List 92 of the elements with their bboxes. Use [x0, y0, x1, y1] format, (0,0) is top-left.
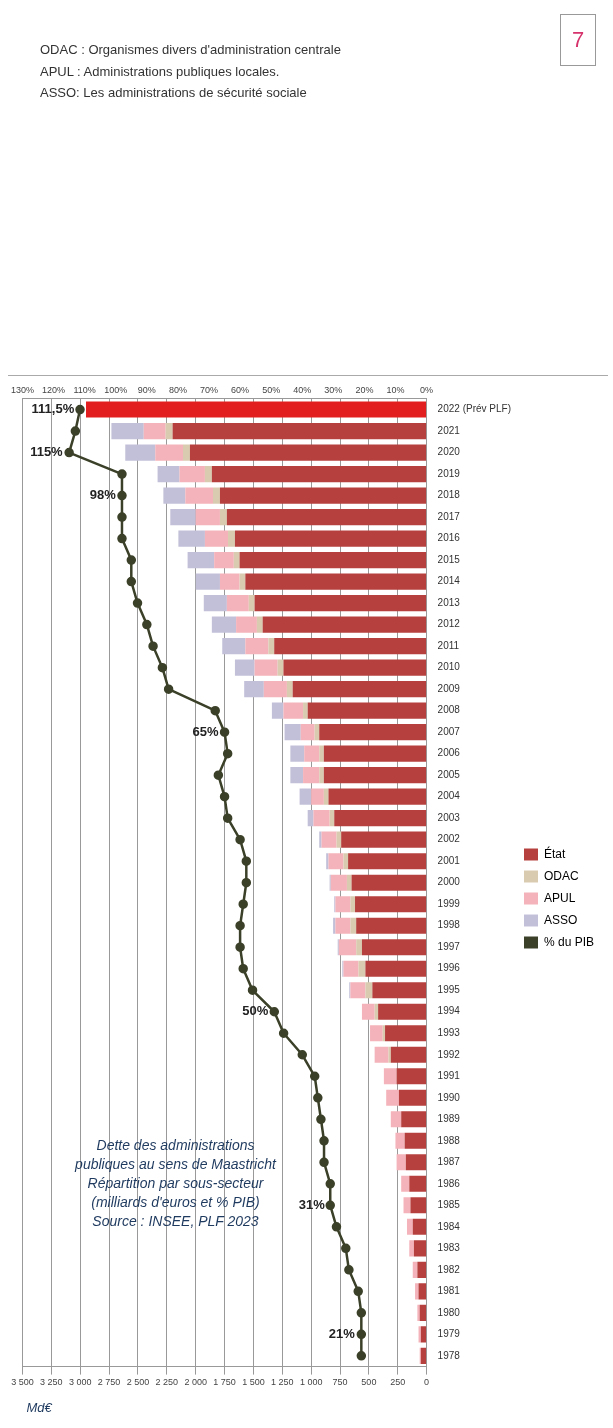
legend-label: APUL [543, 890, 576, 905]
y-tick-label: 2012 [437, 618, 461, 630]
x2-tick-label: 110% [73, 384, 96, 395]
x2-tick-label: 10% [386, 384, 405, 395]
x2-tick-label: 50% [262, 384, 281, 395]
x-tick-label: 1 500 [242, 1377, 265, 1388]
x2-tick-label: 90% [137, 384, 156, 395]
x-tick-label: 750 [332, 1377, 348, 1388]
y-tick-label: 1989 [437, 1113, 461, 1125]
y-tick-label: 2010 [437, 661, 461, 673]
annotation: 50% [242, 1003, 269, 1019]
text: APUL : Administrations publiques locales. [40, 62, 281, 81]
text: ASSO: Les administrations de sécurité sociale [40, 84, 308, 102]
y-tick-label: 1980 [437, 1306, 461, 1318]
y-tick-label: 2011 [437, 639, 460, 651]
y-tick-label: 2006 [437, 747, 461, 759]
x2-tick-label: 30% [324, 384, 343, 395]
annotation: 31% [298, 1196, 326, 1212]
x-axis-title: Md€ [26, 1400, 53, 1416]
y-tick-label: 2017 [437, 510, 461, 522]
y-tick-label: 1986 [437, 1177, 461, 1189]
y-tick-label: 2015 [437, 553, 461, 565]
y-tick-label: 1983 [437, 1242, 461, 1254]
y-tick-label: 1981 [437, 1285, 461, 1297]
x-tick-label: 3 500 [11, 1377, 34, 1388]
legend-label: ASSO [543, 912, 578, 927]
x-tick-label: 2 500 [126, 1377, 150, 1388]
annotation: 115% [30, 444, 64, 460]
x-tick-label: 500 [361, 1377, 377, 1388]
x2-tick-label: 100% [104, 384, 128, 395]
y-tick-label: 2022 (Prév PLF) [437, 403, 511, 415]
legend-label: ODAC [543, 868, 579, 883]
annotation: 21% [328, 1325, 356, 1341]
x-tick-label: 2 250 [155, 1377, 179, 1388]
y-tick-label: 2014 [437, 575, 461, 587]
x2-tick-label: 80% [168, 384, 187, 395]
x2-tick-label: 40% [293, 384, 312, 395]
y-tick-label: 1991 [437, 1070, 461, 1082]
x-tick-label: 1 000 [299, 1377, 323, 1388]
y-tick-label: 2008 [437, 704, 461, 716]
y-tick-label: 1987 [437, 1156, 461, 1168]
y-tick-label: 1996 [437, 962, 461, 974]
x-tick-label: 0 [424, 1377, 430, 1388]
y-tick-label: 1999 [437, 897, 461, 909]
x2-tick-label: 70% [200, 384, 219, 395]
y-tick-label: 2019 [437, 467, 461, 479]
legend-label: % du PIB [543, 934, 594, 949]
y-tick-label: 2009 [437, 682, 461, 694]
y-tick-label: 2013 [437, 596, 461, 608]
y-tick-label: 1992 [437, 1048, 461, 1060]
annotation: 98% [89, 487, 117, 503]
legend-label: État [543, 845, 566, 861]
y-tick-label: 1994 [437, 1005, 461, 1017]
x2-tick-label: 60% [231, 384, 250, 395]
x-tick-label: 1 250 [271, 1377, 294, 1388]
y-tick-label: 2018 [437, 489, 461, 501]
x-tick-label: 250 [390, 1377, 406, 1388]
x2-tick-label: 0% [420, 384, 434, 395]
y-tick-label: 2001 [437, 854, 461, 866]
y-tick-label: 2000 [437, 876, 461, 888]
x2-tick-label: 120% [42, 384, 66, 395]
x-tick-label: 3 000 [68, 1377, 92, 1388]
x2-tick-label: 130% [10, 384, 35, 395]
y-tick-label: 2021 [437, 424, 461, 436]
y-tick-label: 2007 [437, 725, 461, 737]
x-tick-label: 2 750 [97, 1377, 121, 1388]
x-tick-label: 3 250 [40, 1377, 63, 1388]
y-tick-label: 1993 [437, 1027, 461, 1038]
y-tick-label: 1995 [437, 983, 461, 995]
text: 7 [560, 14, 596, 66]
y-tick-label: 1985 [437, 1199, 461, 1211]
text: Dette des administrations publiques au sens de Maastricht Répartition par sous-secteur (milliards d'euros et % PIB) Source : INSEE, PLF 2023 [73, 1136, 278, 1231]
y-tick-label: 1979 [437, 1328, 461, 1340]
y-tick-label: 2005 [437, 768, 461, 780]
x-tick-label: 1 750 [213, 1377, 236, 1388]
x2-tick-label: 20% [355, 384, 374, 395]
y-tick-label: 1997 [437, 940, 461, 952]
y-tick-label: 2002 [437, 833, 461, 845]
y-tick-label: 1998 [437, 919, 461, 931]
y-tick-label: 1988 [437, 1134, 461, 1146]
y-tick-label: 1984 [437, 1220, 461, 1232]
y-tick-label: 1978 [437, 1349, 461, 1361]
y-tick-label: 2004 [437, 790, 461, 802]
annotation: 111,5% [31, 401, 75, 417]
y-tick-label: 1982 [437, 1263, 461, 1275]
y-tick-label: 2003 [437, 811, 461, 823]
x-tick-label: 2 000 [184, 1377, 207, 1388]
annotation: 65% [192, 723, 219, 739]
y-tick-label: 2020 [437, 446, 461, 458]
text: ODAC : Organismes divers d'administration centrale [40, 41, 342, 59]
y-tick-label: 1990 [437, 1091, 461, 1103]
y-tick-label: 2016 [437, 532, 461, 544]
